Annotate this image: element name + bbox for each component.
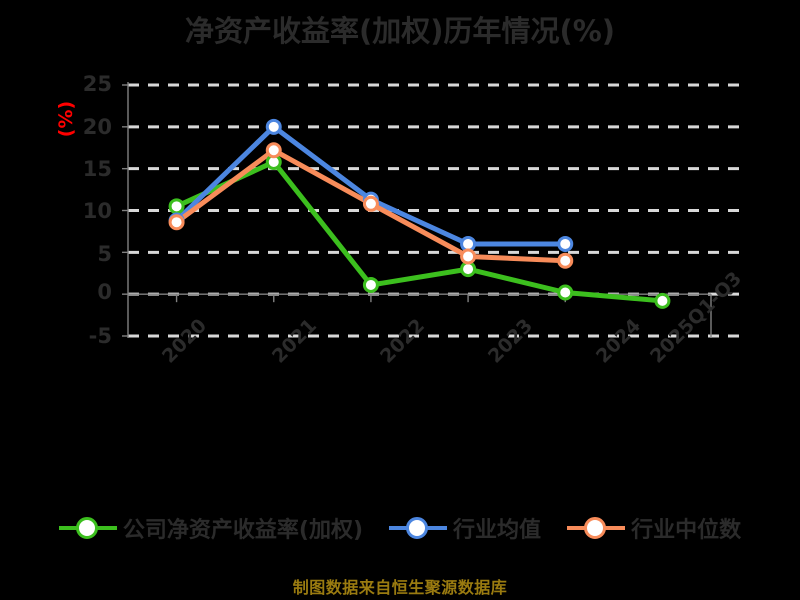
legend-label: 行业中位数 (631, 518, 742, 543)
legend-item-industry-median[interactable]: 行业中位数 (567, 512, 741, 544)
legend-marker-green (58, 515, 117, 541)
chart-legend: 公司净资产收益率(加权) 行业均值 行业中位数 (0, 512, 800, 544)
y-axis-tick-group: 25 20 15 10 5 0 -5 (60, 0, 112, 600)
y-axis-tick: 0 (97, 280, 112, 304)
y-axis-tick: 15 (82, 157, 112, 181)
y-axis-tick: 5 (97, 242, 112, 266)
series-line (174, 159, 665, 304)
source-note: 制图数据来自恒生聚源数据库 (292, 578, 508, 597)
y-axis-tick: 25 (82, 72, 112, 96)
series-line (174, 124, 568, 247)
y-axis-tick: -5 (88, 324, 112, 348)
data-point-marker (557, 252, 574, 269)
data-point-marker (168, 198, 185, 215)
data-point-marker (654, 292, 671, 309)
data-point-marker (362, 195, 379, 212)
data-point-marker (460, 261, 477, 278)
data-point-marker (557, 284, 574, 301)
y-axis-tick: 10 (82, 199, 112, 223)
legend-item-company[interactable]: 公司净资产收益率(加权) (58, 512, 364, 544)
data-point-marker (265, 142, 282, 159)
legend-item-industry-average[interactable]: 行业均值 (389, 512, 541, 544)
legend-label: 公司净资产收益率(加权) (122, 518, 364, 543)
data-point-marker (168, 214, 185, 231)
data-point-marker (265, 118, 282, 135)
y-axis-tick: 20 (82, 115, 112, 139)
legend-marker-blue (389, 515, 448, 541)
data-point-marker (557, 235, 574, 252)
legend-marker-orange (567, 515, 626, 541)
data-point-marker (362, 276, 379, 293)
legend-label: 行业均值 (453, 518, 542, 543)
chart-title: 净资产收益率(加权)历年情况(%) (184, 14, 616, 48)
data-point-marker (460, 248, 477, 265)
